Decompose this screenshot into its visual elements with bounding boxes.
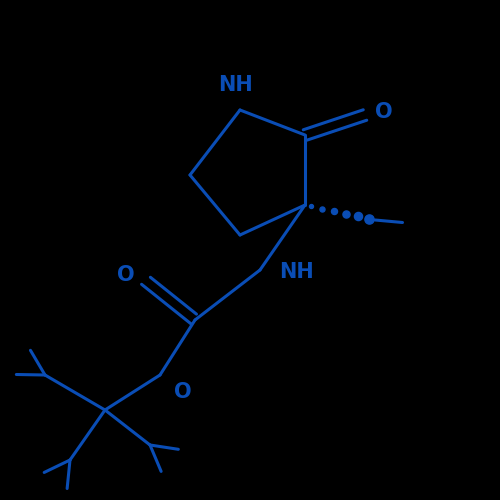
Text: O: O — [375, 102, 392, 122]
Text: O: O — [118, 265, 135, 285]
Text: NH: NH — [218, 75, 252, 95]
Text: O: O — [174, 382, 192, 402]
Text: NH: NH — [279, 262, 314, 282]
